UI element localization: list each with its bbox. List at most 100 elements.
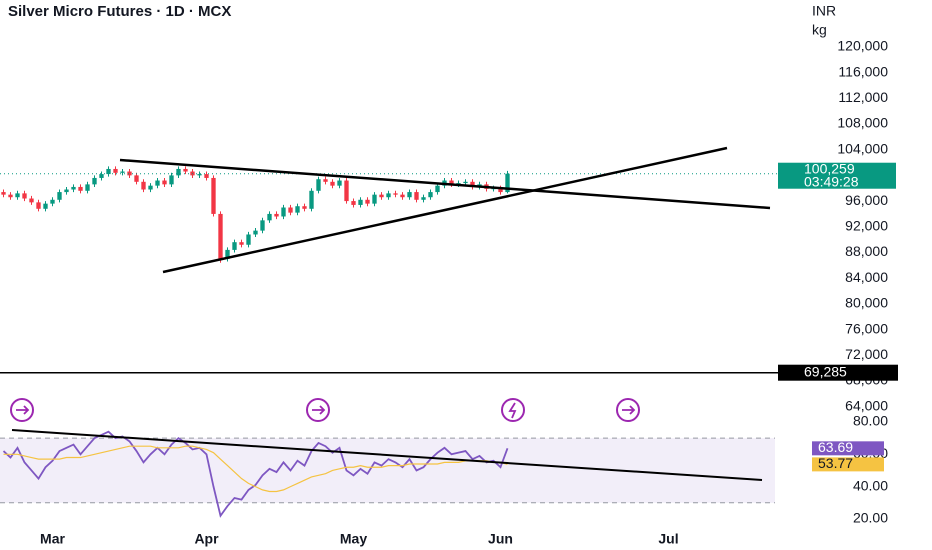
y-tick-label: 108,000 (837, 115, 888, 131)
rsi-value-box (812, 441, 884, 456)
y-tick-label: 72,000 (845, 346, 888, 362)
candle-body (372, 194, 377, 204)
candle-body (85, 184, 90, 191)
candle-body (274, 213, 279, 217)
candle-body (400, 194, 405, 198)
candle-body (176, 168, 181, 176)
candle-body (344, 180, 349, 202)
y-tick-label: 76,000 (845, 320, 888, 336)
y-tick-label: 112,000 (838, 89, 888, 105)
horizontal-line-box (778, 364, 898, 381)
candle-body (323, 179, 328, 182)
last-price-label: 100,259 (804, 160, 855, 176)
event-icon[interactable] (501, 398, 525, 422)
countdown: 03:49:28 (804, 173, 859, 189)
candle-body (120, 171, 125, 173)
candle-body (29, 198, 34, 203)
plot-area (0, 166, 778, 518)
candle-body (386, 193, 391, 198)
y-tick-label: 80,000 (845, 295, 888, 311)
candle-body (134, 175, 139, 182)
candle-body (204, 174, 209, 178)
candle-body (211, 177, 216, 214)
rsi-tick-label: 20.00 (853, 510, 888, 526)
candle-body (428, 192, 433, 198)
x-tick-label: Apr (194, 531, 219, 547)
candle-body (414, 192, 419, 200)
event-glyph (508, 402, 517, 419)
y-tick-label: 64,000 (845, 397, 888, 413)
y-tick-label: 92,000 (845, 217, 888, 233)
rsi-tick-label: 80.00 (853, 413, 888, 429)
price-axis: 120,000116,000112,000108,000104,000100,0… (40, 38, 898, 547)
candle-body (64, 189, 69, 193)
trend-line (162, 146, 728, 274)
candle-body (148, 185, 153, 190)
candle-body (22, 193, 27, 199)
event-glyph (312, 405, 326, 415)
candle-body (127, 171, 132, 176)
candle-body (141, 181, 146, 190)
candle-body (155, 180, 160, 186)
candle-body (50, 199, 55, 204)
candle-body (113, 168, 118, 173)
candle-body (246, 234, 251, 245)
candle-body (260, 220, 265, 231)
rsi-value-label: 63.69 (818, 439, 853, 455)
candle-body (281, 207, 286, 217)
candle-body (498, 188, 503, 193)
x-tick-label: Mar (40, 531, 65, 547)
unit: kg (812, 22, 827, 38)
candle-body (57, 192, 62, 200)
candle-body (393, 193, 398, 195)
candle-body (309, 190, 314, 209)
event-glyph (622, 405, 636, 415)
y-tick-label: 96,000 (845, 192, 888, 208)
candle-body (71, 186, 76, 190)
candle-body (295, 206, 300, 213)
candle-body (15, 193, 20, 198)
event-glyph (16, 405, 30, 415)
candle-body (8, 194, 13, 198)
candle-body (351, 201, 356, 205)
candle-body (78, 186, 83, 191)
candle-body (435, 185, 440, 193)
candle-body (288, 207, 293, 213)
candle-body (337, 180, 342, 186)
candle-body (456, 183, 461, 185)
candle-body (365, 199, 370, 204)
y-tick-label: 88,000 (845, 243, 888, 259)
x-tick-label: May (340, 531, 367, 547)
candle-body (218, 213, 223, 259)
y-tick-label: 104,000 (837, 140, 888, 156)
rsi-tick-label: 40.00 (853, 477, 888, 493)
y-tick-label: 84,000 (845, 269, 888, 285)
candle-body (302, 206, 307, 209)
candle-body (267, 213, 272, 221)
candle-body (407, 192, 412, 198)
currency: INR (812, 3, 836, 19)
candle-body (253, 230, 258, 235)
rsi-line (3, 445, 508, 493)
chart-title: Silver Micro Futures · 1D · MCX (8, 3, 231, 20)
x-tick-label: Jul (658, 531, 678, 547)
candle-body (36, 202, 41, 209)
candle-body (421, 197, 426, 200)
rsi-value-box (812, 457, 884, 472)
candle-body (470, 181, 475, 187)
y-tick-label: 120,000 (837, 38, 888, 54)
candle-body (225, 249, 230, 259)
candle-body (330, 181, 335, 186)
candle-body (197, 174, 202, 176)
candle-body (505, 173, 510, 193)
candle-body (379, 194, 384, 198)
candle-body (1, 192, 6, 195)
candle-body (162, 180, 167, 185)
candle-body (239, 242, 244, 245)
x-tick-label: Jun (488, 531, 513, 547)
trend-line (119, 158, 771, 210)
rsi-line (2, 430, 509, 518)
candle-body (183, 168, 188, 172)
candle-body (106, 168, 111, 175)
